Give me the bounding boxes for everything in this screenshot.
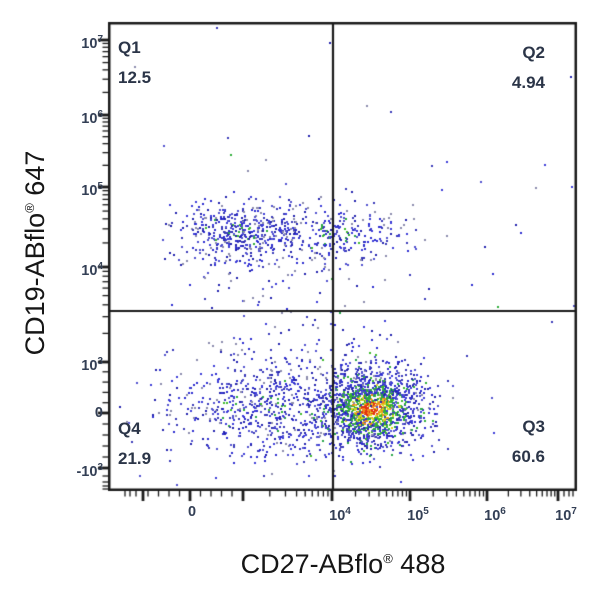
- y-tick-label: 106: [81, 109, 103, 127]
- quadrant-q3-stat: Q3 60.6: [512, 412, 545, 472]
- y-tick-label: 104: [81, 261, 103, 279]
- registered-trademark-icon: ®: [383, 551, 393, 566]
- y-tick-label: 107: [81, 34, 103, 52]
- x-tick-label: 104: [329, 506, 351, 524]
- quadrant-q2-stat: Q2 4.94: [512, 38, 545, 98]
- q1-label: Q1: [118, 38, 141, 57]
- q2-label: Q2: [522, 43, 545, 62]
- x-tick-label: 107: [555, 506, 577, 524]
- x-tick-label: 106: [484, 506, 506, 524]
- y-tick-label: 103: [81, 356, 103, 374]
- y-tick-label: 105: [81, 181, 103, 199]
- x-axis-title-text: CD27-ABflo: [240, 549, 384, 579]
- quadrant-q4-stat: Q4 21.9: [118, 414, 151, 474]
- y-axis-title: CD19-ABflo® 647: [14, 93, 50, 413]
- x-axis-title: CD27-ABflo® 488: [108, 543, 578, 580]
- y-axis-title-text: CD19-ABflo: [20, 212, 50, 356]
- q2-value: 4.94: [511, 73, 545, 92]
- x-tick-label: 105: [407, 506, 429, 524]
- y-tick-label: 0: [94, 405, 103, 421]
- quadrant-q1-stat: Q1 12.5: [118, 33, 151, 93]
- x-tick-label: 0: [187, 504, 197, 520]
- y-axis-title-suffix: 647: [20, 150, 50, 204]
- q1-value: 12.5: [118, 68, 152, 87]
- y-tick-label: -103: [76, 462, 103, 480]
- registered-trademark-icon: ®: [22, 203, 37, 213]
- x-axis-title-suffix: 488: [392, 549, 446, 579]
- q4-label: Q4: [118, 419, 141, 438]
- q3-value: 60.6: [511, 447, 545, 466]
- q3-label: Q3: [522, 417, 545, 436]
- q4-value: 21.9: [118, 449, 152, 468]
